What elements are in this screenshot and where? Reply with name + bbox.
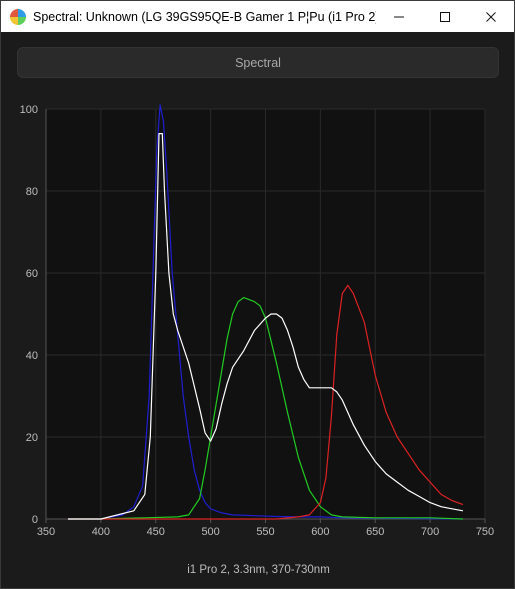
x-tick-label: 600 [311, 526, 329, 538]
y-tick-label: 40 [26, 350, 38, 362]
minimize-button[interactable] [376, 1, 422, 32]
spectral-chart: 350 400 450 500 550 600 650 700 750 0 20 40 60 80 100 … [1, 96, 515, 588]
app-logo-icon [10, 8, 26, 25]
chart-canvas: 350 400 450 500 550 600 650 700 750 0 20 40 60 80 100 [20, 104, 495, 538]
y-tick-label: 20 [26, 432, 38, 444]
x-tick-label: 550 [256, 526, 274, 538]
series-line-3 [68, 132, 464, 520]
x-tick-label: 650 [366, 526, 384, 538]
x-tick-label: 750 [476, 526, 494, 538]
x-tick-label: 350 [37, 526, 55, 538]
y-tick-label: 80 [26, 186, 38, 198]
minimize-icon [394, 16, 404, 17]
window-title: Spectral: Unknown (LG 39GS95QE-B Gamer 1… [33, 9, 376, 24]
spectral-button[interactable]: Spectral [17, 47, 499, 78]
y-tick-label: 100 [20, 104, 38, 116]
series-line-1 [68, 297, 464, 520]
close-icon [486, 11, 496, 22]
x-tick-label: 700 [421, 526, 439, 538]
x-tick-label: 400 [92, 526, 110, 538]
maximize-button[interactable] [422, 1, 468, 32]
x-axis-label: i1 Pro 2, 3.3nm, 370-730nm [187, 564, 330, 576]
y-tick-label: 0 [32, 514, 38, 526]
title-bar[interactable]: Spectral: Unknown (LG 39GS95QE-B Gamer 1… [1, 1, 514, 32]
x-tick-label: 450 [147, 526, 165, 538]
series-line-0 [68, 104, 464, 520]
x-tick-label: 500 [201, 526, 219, 538]
maximize-icon [440, 11, 450, 22]
close-button[interactable] [468, 1, 514, 32]
y-tick-label: 60 [26, 268, 38, 280]
series-line-2 [68, 284, 464, 520]
